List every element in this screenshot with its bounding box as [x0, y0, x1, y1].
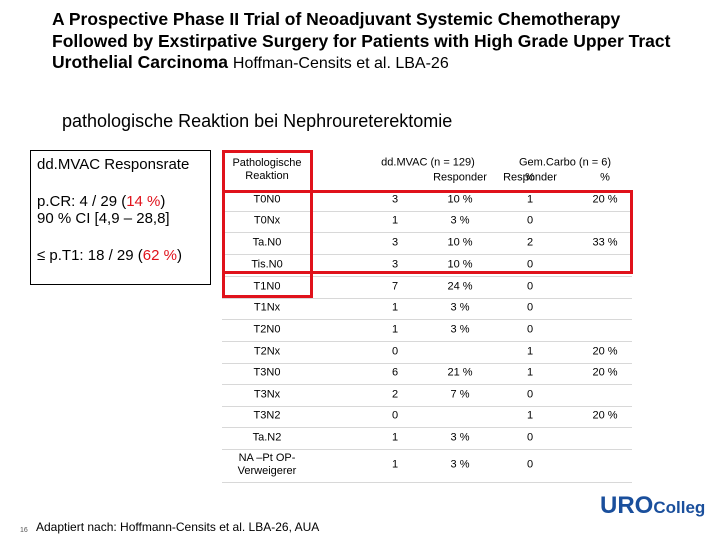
row-label: Ta.N2 — [252, 431, 282, 444]
table-cell: 3 — [391, 236, 399, 249]
table-cell: 0 — [526, 214, 534, 227]
row-label: T2Nx — [253, 345, 281, 358]
row-label: T3N2 — [253, 409, 281, 422]
summary-text: ≤ p.T1: 18 / 29 ( — [37, 247, 143, 264]
table-cell: 2 — [526, 236, 534, 249]
table-cell: 1 — [391, 214, 399, 227]
summary-box: dd.MVAC Responsrate p.CR: 4 / 29 (14 %) 9… — [30, 150, 211, 285]
summary-item: 90 % CI [4,9 – 28,8] — [37, 210, 204, 227]
table-cell: 1 — [391, 301, 399, 314]
table-cell: 3 % — [450, 301, 470, 314]
page-number: 16 — [20, 527, 28, 534]
row-divider — [222, 319, 632, 320]
table-cell: 0 — [526, 301, 534, 314]
summary-item: ≤ p.T1: 18 / 29 (62 %) — [37, 247, 204, 264]
summary-text: ) — [160, 193, 166, 210]
row-divider — [222, 363, 632, 364]
summary-items: p.CR: 4 / 29 (14 %) 90 % CI [4,9 – 28,8] ≤… — [37, 193, 204, 264]
table-cell: 7 % — [450, 388, 470, 401]
table-cell: 1 — [391, 323, 399, 336]
table-cell: 3 % — [450, 214, 470, 227]
row-divider — [222, 384, 632, 385]
table-cell: 1 — [391, 458, 399, 471]
summary-text: 90 % CI [4,9 – 28,8] — [37, 210, 170, 227]
summary-text: p.CR: 4 / 29 ( — [37, 193, 127, 210]
row-label: T1N0 — [253, 280, 281, 293]
table-cell: 20 % — [592, 345, 618, 358]
table-cell: 1 — [526, 409, 534, 422]
table-cell: 0 — [391, 409, 399, 422]
table-cell: 10 % — [447, 258, 473, 271]
column-header: Gem.Carbo (n = 6) — [518, 156, 612, 169]
summary-heading: dd.MVAC Responsrate — [37, 156, 190, 173]
title-text: A Prospective Phase II Trial of Neoadjuv… — [52, 9, 671, 72]
row-label: T3N0 — [253, 366, 281, 379]
table-cell: 6 — [391, 366, 399, 379]
table-cell: 0 — [526, 280, 534, 293]
row-label: Ta.N0 — [252, 236, 282, 249]
row-divider — [222, 427, 632, 428]
source: Adaptiert nach: Hoffmann-Censits et al. … — [36, 520, 320, 534]
table-cell: 3 % — [450, 431, 470, 444]
table-cell: 3 % — [450, 458, 470, 471]
table-cell: 10 % — [447, 236, 473, 249]
column-header: Pathologische Reaktion — [232, 157, 302, 182]
table-cell: 0 — [526, 323, 534, 336]
row-divider — [222, 406, 632, 407]
table-cell: 0 — [526, 258, 534, 271]
table-cell: 21 % — [447, 366, 473, 379]
row-divider — [222, 449, 632, 450]
summary-text: ) — [177, 247, 182, 264]
summary-highlight: 14 % — [126, 193, 161, 210]
table-cell: 0 — [391, 345, 399, 358]
table-cell: 3 % — [450, 323, 470, 336]
table-cell: 33 % — [592, 236, 618, 249]
row-label: T0N0 — [253, 193, 281, 206]
column-header: dd.MVAC (n = 129) — [381, 156, 475, 169]
row-divider — [222, 298, 632, 299]
row-label: T2N0 — [253, 323, 281, 336]
table-cell: 1 — [526, 345, 534, 358]
table-cell: 3 — [391, 193, 399, 206]
row-divider — [222, 276, 632, 277]
column-subheader: Responder — [503, 171, 557, 184]
row-divider — [222, 341, 632, 342]
column-subheader: % — [525, 171, 535, 184]
table-cell: 1 — [526, 193, 534, 206]
row-divider — [222, 482, 632, 483]
table-cell: 20 % — [592, 366, 618, 379]
row-label: NA –Pt OP-Verweigerer — [237, 452, 297, 477]
row-label: T1Nx — [253, 301, 281, 314]
subtitle: pathologische Reaktion bei Nephrouretere… — [62, 111, 453, 131]
table-cell: 1 — [391, 431, 399, 444]
table-cell: 1 — [526, 366, 534, 379]
row-label: Tis.N0 — [251, 258, 283, 271]
table-cell: 2 — [391, 388, 399, 401]
logo-main: URO — [600, 492, 654, 519]
citation: Hoffman-Censits et al. LBA-26 — [232, 55, 449, 72]
table-cell: 20 % — [592, 409, 618, 422]
table-cell: 20 % — [592, 193, 618, 206]
table-cell: 3 — [391, 258, 399, 271]
row-divider — [222, 232, 632, 233]
table-cell: 24 % — [447, 280, 473, 293]
table-cell: 0 — [526, 458, 534, 471]
logo-rest: Colleg — [653, 498, 706, 517]
table-cell: 0 — [526, 431, 534, 444]
table-cell: 7 — [391, 280, 399, 293]
summary-item: p.CR: 4 / 29 (14 %) — [37, 193, 204, 210]
summary-highlight: 62 % — [142, 247, 177, 264]
table-cell: 0 — [526, 388, 534, 401]
title: A Prospective Phase II Trial of Neoadjuv… — [52, 9, 692, 75]
column-subheader: % — [600, 171, 610, 184]
row-label: T0Nx — [253, 214, 281, 227]
column-subheader: Responder — [433, 171, 487, 184]
logo: UROColleg — [600, 492, 705, 520]
row-divider — [222, 211, 632, 212]
row-label: T3Nx — [253, 388, 281, 401]
row-divider — [222, 254, 632, 255]
table-cell: 10 % — [447, 193, 473, 206]
highlight-box — [222, 190, 633, 274]
